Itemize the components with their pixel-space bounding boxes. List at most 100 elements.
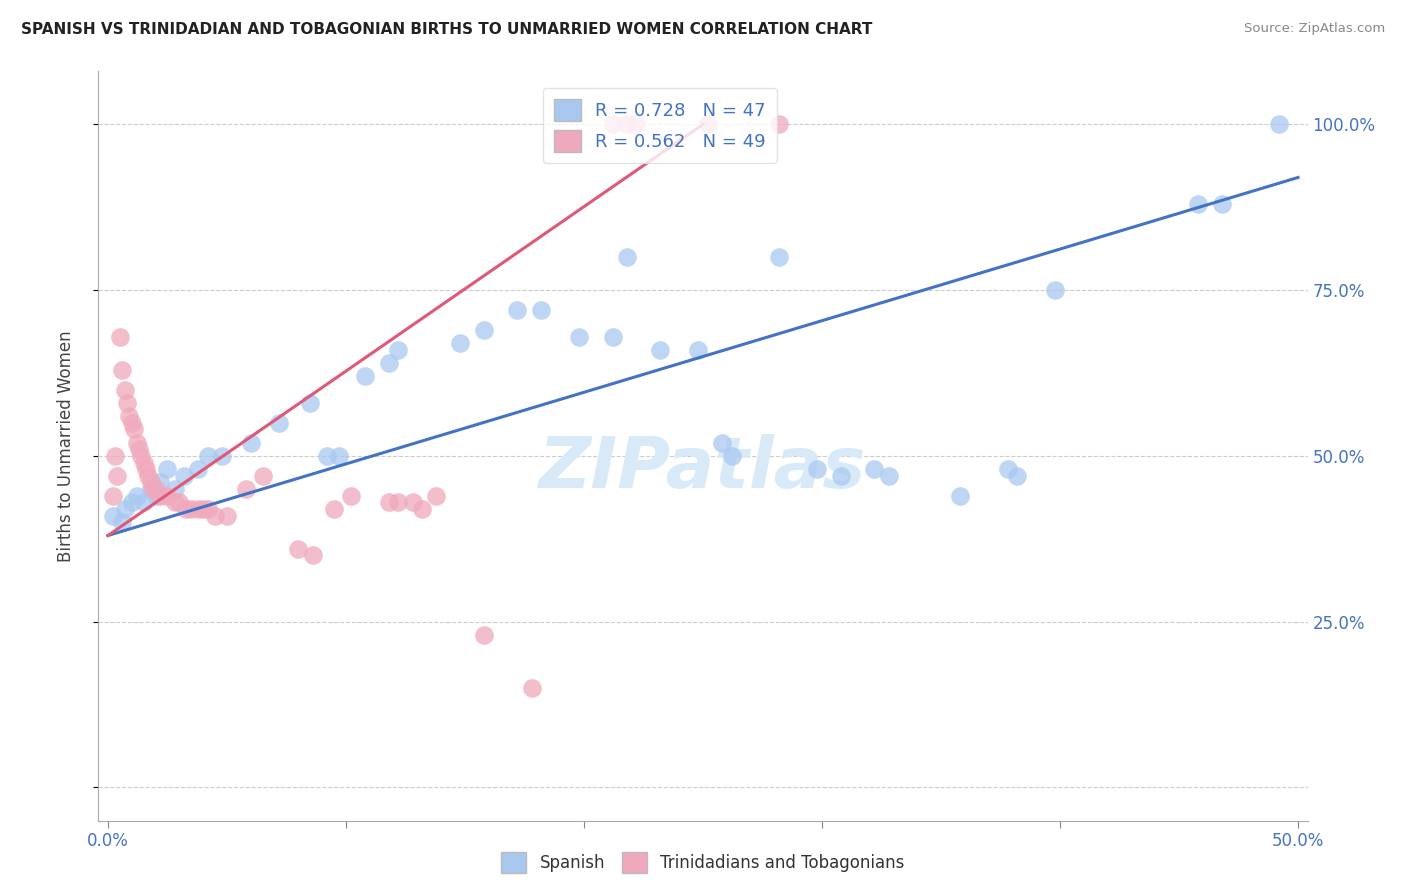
Point [830,468,852,483]
Point [132,456,155,470]
Point [125,435,148,450]
Point [122,422,145,436]
Point [1045,283,1067,297]
Point [568,329,591,343]
Point [949,489,972,503]
Point [156,489,179,503]
Point [118,409,141,424]
Point [378,495,401,509]
Point [173,468,195,483]
Point [1211,197,1233,211]
Point [135,462,157,476]
Point [339,489,361,503]
Point [107,468,129,483]
Point [197,449,219,463]
Point [111,515,134,529]
Point [411,502,433,516]
Point [287,541,309,556]
Y-axis label: Births to Unmarried Women: Births to Unmarried Women [56,330,75,562]
Point [323,502,346,516]
Point [139,475,162,490]
Point [401,495,423,509]
Point [472,628,495,642]
Point [187,502,209,516]
Text: ZIPatlas: ZIPatlas [540,434,866,503]
Point [145,482,167,496]
Point [235,482,257,496]
Point [768,117,790,131]
Point [176,502,198,516]
Point [114,383,136,397]
Point [104,449,127,463]
Point [387,495,409,509]
Point [204,508,226,523]
Point [616,117,638,131]
Point [530,303,553,318]
Point [163,495,186,509]
Point [997,462,1019,476]
Point [650,343,672,357]
Point [125,489,148,503]
Point [354,369,377,384]
Point [101,489,124,503]
Point [328,449,350,463]
Legend: Spanish, Trinidadians and Tobagonians: Spanish, Trinidadians and Tobagonians [495,846,911,880]
Point [132,495,155,509]
Point [863,462,886,476]
Point [711,435,734,450]
Point [316,449,339,463]
Point [520,681,543,695]
Point [378,356,401,370]
Point [252,468,274,483]
Point [1187,197,1209,211]
Point [449,336,471,351]
Point [129,449,152,463]
Point [138,468,160,483]
Text: Source: ZipAtlas.com: Source: ZipAtlas.com [1244,22,1385,36]
Point [121,495,143,509]
Point [128,442,150,457]
Point [602,329,624,343]
Point [197,502,219,516]
Point [472,323,495,337]
Point [696,117,718,131]
Point [626,117,648,131]
Point [616,250,638,264]
Point [145,489,167,503]
Legend: R = 0.728   N = 47, R = 0.562   N = 49: R = 0.728 N = 47, R = 0.562 N = 49 [543,88,776,162]
Point [299,396,322,410]
Point [877,468,900,483]
Point [101,508,124,523]
Point [720,449,742,463]
Point [108,329,131,343]
Point [187,462,209,476]
Point [425,489,447,503]
Point [239,435,262,450]
Point [114,502,136,516]
Point [169,495,191,509]
Text: SPANISH VS TRINIDADIAN AND TOBAGONIAN BIRTHS TO UNMARRIED WOMEN CORRELATION CHAR: SPANISH VS TRINIDADIAN AND TOBAGONIAN BI… [21,22,873,37]
Point [602,117,624,131]
Point [142,482,165,496]
Point [215,508,238,523]
Point [149,475,172,490]
Point [115,396,138,410]
Point [387,343,409,357]
Point [121,416,143,430]
Point [688,343,710,357]
Point [1005,468,1028,483]
Point [163,482,186,496]
Point [111,363,134,377]
Point [180,502,202,516]
Point [768,250,790,264]
Point [156,462,179,476]
Point [301,549,323,563]
Point [806,462,828,476]
Point [1268,117,1291,131]
Point [506,303,529,318]
Point [211,449,233,463]
Point [269,416,291,430]
Point [139,482,162,496]
Point [149,489,172,503]
Point [191,502,214,516]
